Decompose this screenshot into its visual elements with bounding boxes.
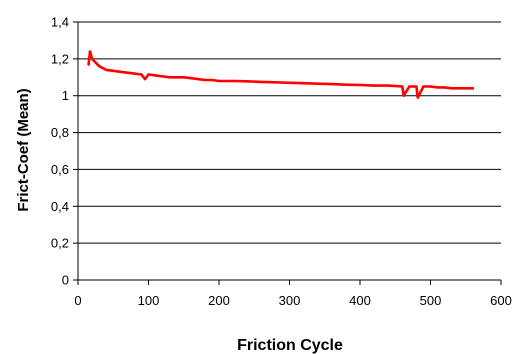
data-point [387,84,390,87]
data-point [408,85,411,88]
data-point [119,70,122,74]
data-point [88,50,92,53]
y-tick-label: 0 [62,273,69,288]
data-point [126,71,129,74]
x-tick-label: 200 [208,293,230,308]
data-point [203,78,207,82]
x-axis-title: Friction Cycle [237,337,343,354]
data-point [231,79,235,83]
x-tick-labels: 0 100 200 300 400 500 600 [74,293,511,308]
data-point [416,96,419,99]
data-point [182,76,185,79]
data-point [168,76,171,79]
data-point [98,65,101,68]
data-point [401,85,404,88]
data-point [422,85,425,88]
data-point [189,77,192,80]
x-tick-label: 400 [349,293,371,308]
data-point [330,82,333,86]
axes [73,21,502,285]
y-tick-label: 0,8 [51,125,69,140]
x-tick-label: 0 [74,293,81,308]
data-point [457,87,460,90]
x-tick-label: 500 [420,293,442,308]
data-point [436,86,439,89]
data-point [450,87,453,90]
x-tick-label: 100 [138,293,160,308]
data-point [90,57,94,61]
data-point [105,68,108,72]
data-point [372,84,376,87]
data-point [161,75,164,78]
data-point [147,73,150,76]
data-point [175,76,178,79]
data-point [402,94,405,97]
y-tick-label: 0,6 [51,162,69,177]
x-tick-label: 300 [279,293,301,308]
y-tick-labels: 0 0,2 0,4 0,6 0,8 1 1,2 1,4 [51,15,69,288]
data-point [112,69,115,73]
y-axis-title: Frict-Coef (Mean) [15,88,32,211]
data-point [217,79,221,83]
y-tick-label: 0,2 [51,236,69,251]
data-point [140,73,143,76]
data-point [196,77,199,81]
data-point [94,61,97,64]
y-tick-label: 1 [62,88,69,103]
data-point [302,82,305,85]
data-point [260,80,263,84]
data-point [443,86,446,89]
data-point [87,63,90,66]
y-tick-label: 0,4 [51,199,69,214]
data-point [471,87,474,90]
y-tick-label: 1,4 [51,15,69,30]
data-point [143,77,147,81]
data-point [358,83,362,87]
data-point [288,81,291,85]
grid-lines [78,21,501,244]
data-point [415,85,418,88]
series-group [87,50,475,99]
data-point [133,72,136,75]
data-point [246,80,249,83]
data-point [274,81,277,84]
data-point [210,78,214,82]
data-point [429,85,432,88]
data-point [154,74,157,77]
x-tick-label: 600 [490,293,512,308]
data-point [316,82,319,85]
data-point [464,87,467,90]
data-point [344,83,348,86]
y-tick-label: 1,2 [51,51,69,66]
